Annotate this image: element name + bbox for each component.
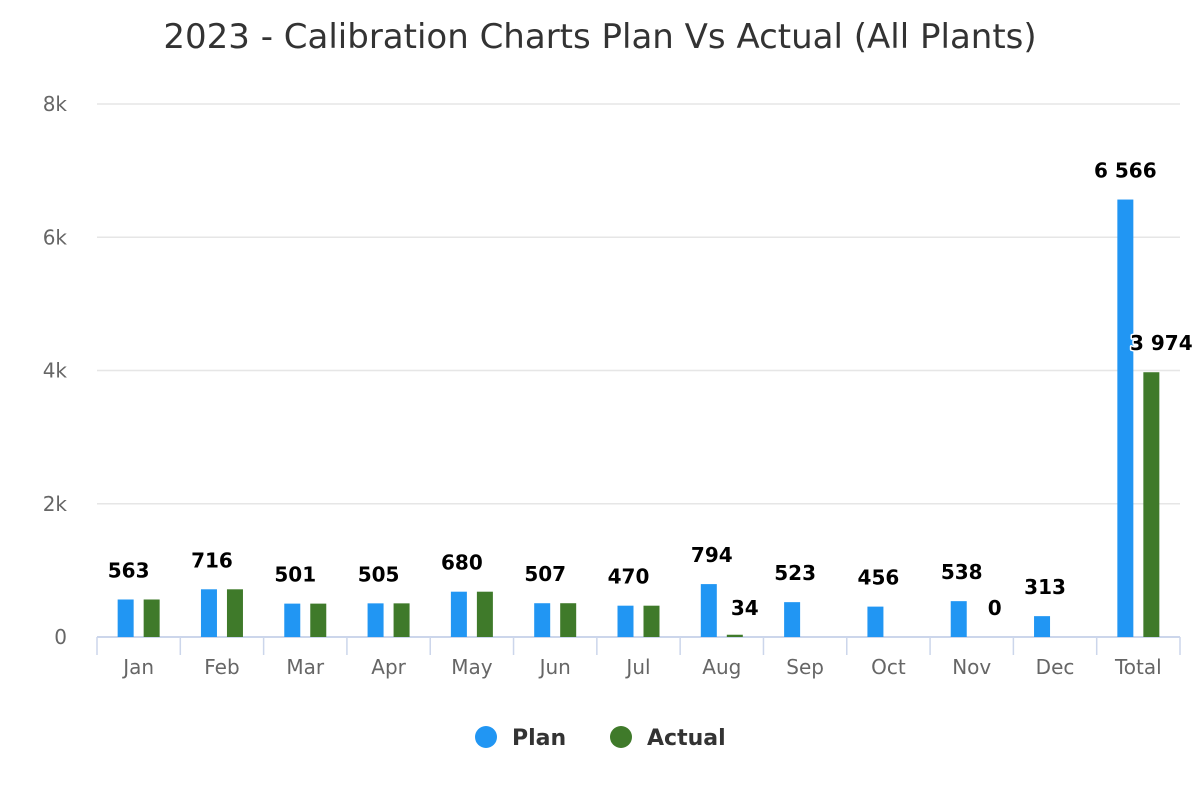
x-tick-label: Jul (624, 655, 650, 679)
x-axis: Jan Feb Mar Apr May Jun Jul Aug Sep Oct Nov Dec Tota… (96, 636, 1181, 679)
data-label-plan-apr: 505 (358, 562, 400, 586)
data-label-plan-jun: 507 (524, 562, 566, 586)
legend-plan-label: Plan (512, 726, 566, 751)
bar-plan-jun[interactable] (534, 603, 551, 637)
x-tick-label: Dec (1036, 655, 1075, 679)
bar-actual-aug[interactable] (726, 634, 743, 637)
legend-plan-marker (475, 726, 497, 748)
data-label-plan-oct: 456 (858, 566, 900, 590)
data-label-plan-nov: 538 (941, 560, 983, 584)
data-label-actual-total: 3 974 (1130, 331, 1193, 355)
data-label-plan-sep: 523 (774, 561, 816, 585)
y-tick-label: 0 (54, 625, 67, 649)
bar-actual-jun[interactable] (560, 603, 577, 637)
data-label-plan-aug: 794 (691, 543, 733, 567)
bar-plan-apr[interactable] (367, 603, 384, 637)
bar-actual-total[interactable] (1143, 372, 1160, 637)
x-tick-label: Sep (786, 655, 824, 679)
x-tick-label: Mar (286, 655, 325, 679)
bar-actual-feb[interactable] (226, 589, 243, 637)
bar-plan-nov[interactable] (950, 601, 967, 637)
gridlines (97, 103, 1180, 505)
legend[interactable]: Plan Actual (475, 726, 726, 751)
x-tick-label: Nov (952, 655, 991, 679)
bar-actual-may[interactable] (476, 591, 493, 637)
data-label-actual-nov: 0 (988, 596, 1002, 620)
y-tick-label: 6k (43, 225, 68, 249)
data-label-plan-mar: 501 (274, 563, 316, 587)
data-label-plan-jul: 470 (608, 565, 650, 589)
y-tick-label: 4k (43, 359, 68, 383)
x-tick-label: Total (1114, 655, 1162, 679)
x-tick-label: Jun (538, 655, 571, 679)
x-tick-label: Aug (702, 655, 741, 679)
legend-item-actual[interactable]: Actual (610, 726, 726, 751)
data-label-plan-total: 6 566 (1094, 159, 1157, 183)
bar-actual-apr[interactable] (393, 603, 410, 637)
bar-plan-total[interactable] (1117, 199, 1134, 637)
bar-plan-mar[interactable] (284, 603, 301, 637)
legend-item-plan[interactable]: Plan (475, 726, 566, 751)
bar-plan-jan[interactable] (117, 599, 134, 637)
x-tick-label: May (451, 655, 493, 679)
x-tick-label: Apr (371, 655, 406, 679)
bar-plan-feb[interactable] (200, 589, 217, 637)
bar-plan-may[interactable] (450, 591, 467, 637)
y-tick-label: 2k (43, 492, 68, 516)
data-label-actual-aug: 34 (731, 596, 759, 620)
bars (117, 199, 1160, 637)
legend-actual-marker (610, 726, 632, 748)
legend-actual-label: Actual (647, 726, 726, 751)
bar-actual-jan[interactable] (143, 599, 160, 637)
bar-plan-dec[interactable] (1034, 616, 1051, 637)
bar-actual-jul[interactable] (643, 605, 660, 637)
x-tick-label: Feb (204, 655, 239, 679)
bar-plan-sep[interactable] (784, 602, 801, 637)
x-tick-label: Oct (871, 655, 906, 679)
data-label-plan-dec: 313 (1024, 575, 1066, 599)
data-label-plan-jan: 563 (108, 558, 150, 582)
data-label-plan-feb: 716 (191, 548, 233, 572)
bar-plan-oct[interactable] (867, 606, 884, 637)
chart-title: 2023 - Calibration Charts Plan Vs Actual… (163, 17, 1036, 57)
y-axis: 0 2k 4k 6k 8k (43, 92, 68, 649)
bar-plan-aug[interactable] (700, 584, 717, 637)
y-tick-label: 8k (43, 92, 68, 116)
bar-plan-jul[interactable] (617, 605, 634, 637)
data-label-plan-may: 680 (441, 551, 483, 575)
bar-actual-mar[interactable] (310, 603, 327, 637)
x-tick-label: Jan (121, 655, 154, 679)
data-labels: 563 716 501 505 680 507 470 794 523 456 538 313 6 56… (106, 157, 1194, 621)
